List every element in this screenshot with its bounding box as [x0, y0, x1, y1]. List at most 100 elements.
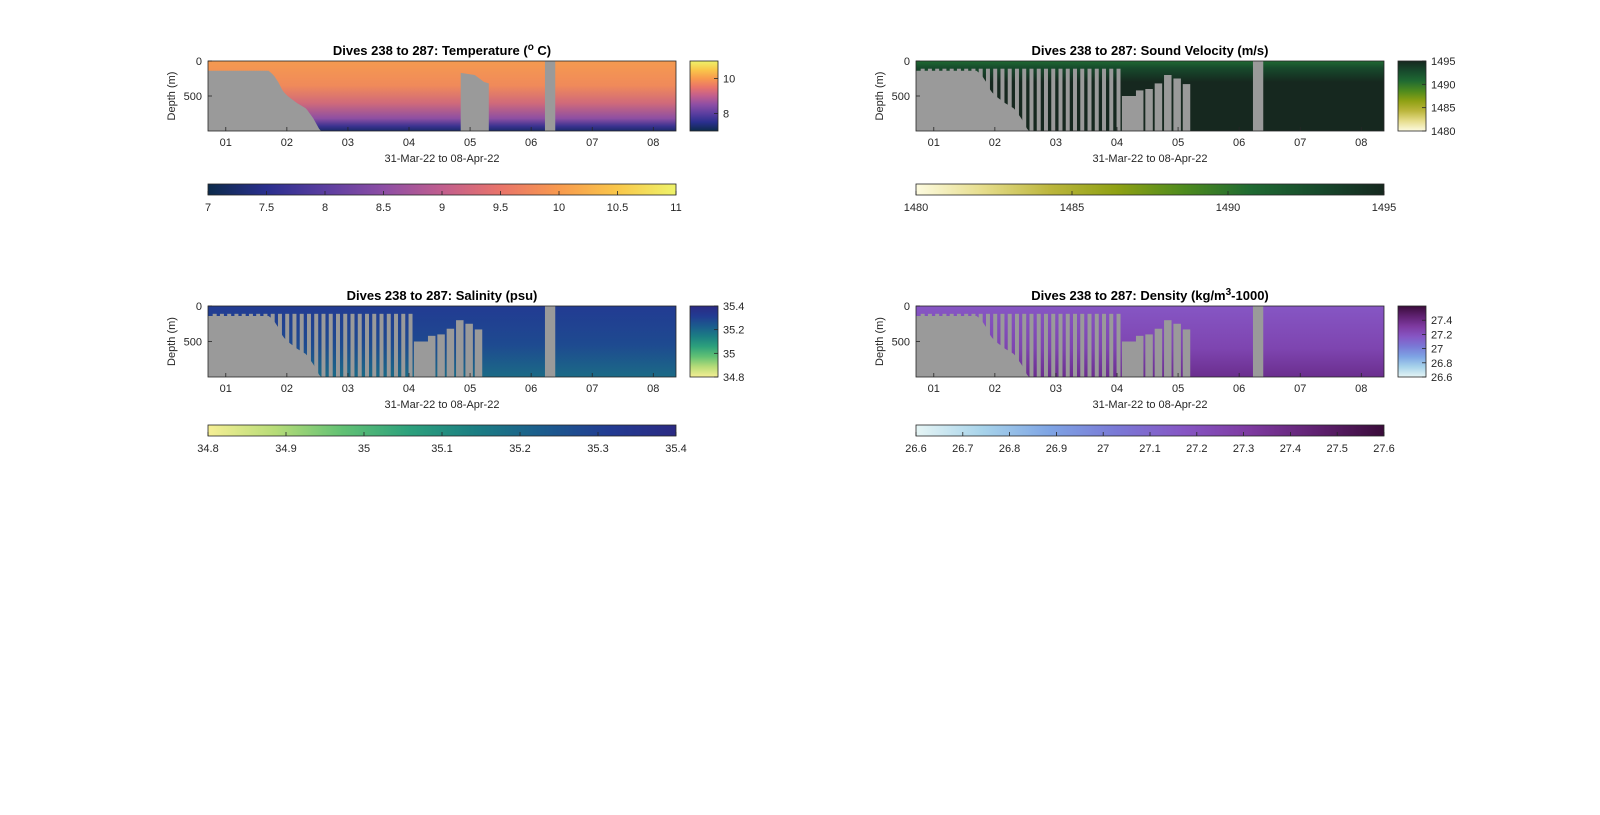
salinity-dive-gap	[292, 313, 297, 377]
density-dive-gap	[949, 313, 954, 377]
sound-velocity-bottom-colorbar	[915, 183, 1385, 196]
temperature-bottom-colorbar-tick: 8.5	[376, 202, 391, 214]
temperature-xtick: 01	[220, 137, 232, 149]
sound-velocity-xtick: 06	[1233, 137, 1245, 149]
sound-velocity-dive-gap	[1135, 90, 1144, 131]
density-bottom-colorbar-tick: 27.6	[1373, 443, 1394, 455]
salinity-xtick: 01	[220, 383, 232, 395]
salinity-ylabel: Depth (m)	[166, 317, 178, 366]
density-bottom-colorbar-tick: 27.1	[1139, 443, 1160, 455]
density-xtick: 06	[1233, 383, 1245, 395]
density-side-colorbar-tick: 26.8	[1431, 358, 1452, 370]
salinity-xtick: 02	[281, 383, 293, 395]
temperature-xtick: 04	[403, 137, 415, 149]
temperature-ytick: 0	[196, 56, 202, 68]
density-xtick: 07	[1294, 383, 1306, 395]
sound-velocity-dive-gap	[993, 68, 998, 131]
temperature-bottom-colorbar-tick: 10	[553, 202, 565, 214]
salinity-ytick: 0	[196, 301, 202, 313]
salinity-xtick: 03	[342, 383, 354, 395]
salinity-dive-gap	[420, 341, 429, 377]
density-dive-gap	[1051, 313, 1056, 377]
sound-velocity-xlabel: 31-Mar-22 to 08-Apr-22	[1093, 153, 1208, 165]
density-nodata-bar	[1252, 306, 1264, 377]
density-xtick: 05	[1172, 383, 1184, 395]
density-dive-gap	[927, 313, 932, 377]
temperature-side-colorbar-tick: 8	[723, 109, 729, 121]
temperature-nodata-block	[460, 72, 489, 131]
density-bottom-colorbar-tick: 27.4	[1280, 443, 1301, 455]
salinity-dive-gap	[413, 341, 422, 377]
temperature-xtick: 08	[647, 137, 659, 149]
sound-velocity-dive-gap	[1058, 68, 1063, 131]
sound-velocity-xtick: 07	[1294, 137, 1306, 149]
temperature-bottom-colorbar-tick: 10.5	[607, 202, 628, 214]
sound-velocity-dive-gap	[942, 68, 947, 131]
temperature-bottom-colorbar-tick: 8	[322, 202, 328, 214]
density-dive-gap	[935, 313, 940, 377]
density-side-colorbar-tick: 27.2	[1431, 329, 1452, 341]
density-bottom-colorbar-tick: 26.8	[999, 443, 1020, 455]
sound-velocity-dive-gap	[971, 68, 976, 131]
sound-velocity-dive-gap	[1029, 68, 1034, 131]
salinity-dive-gap	[365, 313, 369, 377]
density-xtick: 08	[1355, 383, 1367, 395]
density-dive-gap	[1022, 313, 1027, 377]
salinity-side-colorbar-tick: 35.2	[723, 325, 744, 337]
sound-velocity-dive-gap	[1173, 78, 1181, 131]
salinity-xlabel: 31-Mar-22 to 08-Apr-22	[385, 399, 500, 411]
temperature-xtick: 02	[281, 137, 293, 149]
sound-velocity-dive-gap	[956, 68, 961, 131]
salinity-xtick: 08	[647, 383, 659, 395]
salinity-bottom-colorbar-tick: 35.4	[665, 443, 686, 455]
salinity-bottom-colorbar-tick: 35.2	[509, 443, 530, 455]
sound-velocity-ytick: 0	[904, 56, 910, 68]
temperature-xtick: 05	[464, 137, 476, 149]
sound-velocity-dive-gap	[927, 68, 932, 131]
density-bottom-colorbar-tick: 26.9	[1046, 443, 1067, 455]
sound-velocity-xtick: 03	[1050, 137, 1062, 149]
salinity-dive-gap	[446, 328, 455, 377]
salinity-dive-gap	[241, 313, 246, 377]
density-xlabel: 31-Mar-22 to 08-Apr-22	[1093, 399, 1208, 411]
salinity-dive-gap	[306, 313, 311, 377]
salinity-side-colorbar-tick: 34.8	[723, 372, 744, 384]
sound-velocity-dive-gap	[1007, 68, 1012, 131]
sound-velocity-dive-gap	[920, 68, 925, 131]
density-dive-gap	[1087, 313, 1092, 377]
sound-velocity-ylabel: Depth (m)	[874, 72, 886, 121]
density-dive-gap	[1154, 328, 1163, 377]
sound-velocity-xtick: 05	[1172, 137, 1184, 149]
salinity-dive-gap	[394, 313, 399, 377]
salinity-dive-gap	[401, 313, 406, 377]
sound-velocity-side-colorbar	[1397, 60, 1427, 132]
density-side-colorbar-tick: 27.4	[1431, 315, 1452, 327]
temperature-bottom-colorbar-tick: 7	[205, 202, 211, 214]
sound-velocity-dive-gap	[1043, 68, 1048, 131]
density-dive-gap	[942, 313, 947, 377]
density-dive-gap	[1007, 313, 1012, 377]
sound-velocity-dive-gap	[1121, 96, 1130, 131]
sound-velocity-dive-gap	[1128, 96, 1137, 131]
density-dive-gap	[1173, 323, 1181, 377]
temperature-bottom-colorbar-tick: 9	[439, 202, 445, 214]
salinity-dive-gap	[474, 329, 483, 377]
temperature-side-colorbar-tick: 10	[723, 74, 735, 86]
sound-velocity-dive-gap	[1154, 83, 1163, 131]
density-dive-gap	[1014, 313, 1019, 377]
salinity-dive-gap	[256, 313, 261, 377]
salinity-xtick: 04	[403, 383, 415, 395]
density-dive-gap	[1121, 341, 1130, 377]
sound-velocity-dive-gap	[964, 68, 969, 131]
density-dive-gap	[920, 313, 925, 377]
sound-velocity-dive-gap	[1080, 68, 1085, 131]
sound-velocity-dive-gap	[935, 68, 940, 131]
salinity-dive-gap	[314, 313, 319, 377]
sound-velocity-dive-gap	[1164, 75, 1172, 131]
sound-velocity-bottom-colorbar-tick: 1490	[1216, 202, 1240, 214]
density-bottom-colorbar-tick: 27.5	[1326, 443, 1347, 455]
salinity-dive-gap	[277, 313, 282, 377]
temperature-bottom-colorbar-tick: 11	[670, 202, 681, 214]
sound-velocity-xtick: 08	[1355, 137, 1367, 149]
sound-velocity-dive-gap	[1065, 68, 1070, 131]
